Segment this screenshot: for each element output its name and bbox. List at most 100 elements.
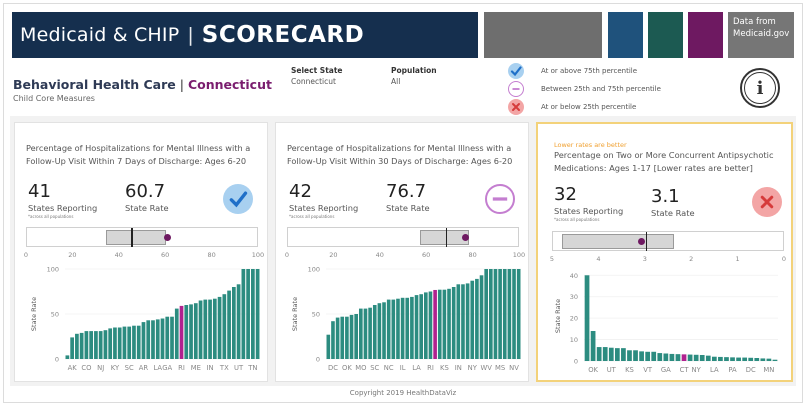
bar[interactable] bbox=[89, 331, 94, 359]
bar[interactable] bbox=[465, 283, 470, 359]
bar[interactable] bbox=[489, 269, 493, 359]
bar[interactable] bbox=[396, 298, 400, 359]
bar[interactable] bbox=[447, 288, 451, 359]
bar[interactable] bbox=[208, 299, 212, 359]
bar[interactable] bbox=[633, 350, 638, 361]
bar[interactable] bbox=[335, 317, 340, 359]
bar[interactable] bbox=[212, 298, 217, 359]
bar[interactable] bbox=[428, 291, 433, 360]
state-rate-marker[interactable] bbox=[164, 234, 172, 241]
bar[interactable] bbox=[669, 353, 675, 361]
bar[interactable] bbox=[621, 348, 626, 361]
bar[interactable] bbox=[236, 284, 241, 359]
bar[interactable] bbox=[663, 353, 669, 362]
bar[interactable] bbox=[184, 305, 189, 359]
data-source-link[interactable]: Data from Medicaid.gov bbox=[728, 12, 794, 58]
bar[interactable] bbox=[498, 269, 502, 359]
bar[interactable] bbox=[193, 303, 198, 359]
bar[interactable] bbox=[151, 320, 155, 359]
bar[interactable] bbox=[363, 308, 368, 359]
bar[interactable] bbox=[136, 325, 141, 359]
population-filter-value[interactable]: All bbox=[391, 77, 401, 86]
bar[interactable] bbox=[590, 331, 596, 361]
bar[interactable] bbox=[340, 316, 345, 359]
bar[interactable] bbox=[724, 357, 729, 361]
bar[interactable] bbox=[198, 300, 203, 360]
state-filter-value[interactable]: Connecticut bbox=[291, 77, 336, 86]
bar[interactable] bbox=[479, 275, 484, 359]
bar[interactable] bbox=[377, 303, 382, 359]
bar[interactable] bbox=[470, 280, 475, 359]
bar[interactable] bbox=[507, 269, 512, 359]
bar[interactable] bbox=[596, 347, 602, 361]
bar[interactable] bbox=[189, 304, 193, 359]
bar[interactable] bbox=[718, 356, 723, 361]
state-filter[interactable]: Select State Connecticut bbox=[291, 66, 343, 86]
bar[interactable] bbox=[251, 269, 255, 359]
bar[interactable] bbox=[117, 327, 122, 360]
bar[interactable] bbox=[437, 289, 442, 359]
bar[interactable] bbox=[754, 358, 760, 361]
bar[interactable] bbox=[772, 359, 778, 361]
bar[interactable] bbox=[711, 356, 717, 361]
bar[interactable] bbox=[502, 269, 507, 359]
bar[interactable] bbox=[730, 357, 735, 361]
bar[interactable] bbox=[113, 327, 117, 360]
population-filter[interactable]: Population All bbox=[391, 66, 437, 86]
bar[interactable] bbox=[79, 332, 84, 359]
bar[interactable] bbox=[602, 347, 608, 361]
bar[interactable] bbox=[391, 299, 396, 359]
bar[interactable] bbox=[146, 320, 151, 359]
bar[interactable] bbox=[382, 302, 386, 359]
bar[interactable] bbox=[98, 331, 103, 359]
info-icon[interactable]: i bbox=[740, 68, 780, 108]
bar[interactable] bbox=[217, 296, 222, 359]
bar[interactable] bbox=[760, 358, 766, 361]
bar[interactable] bbox=[645, 351, 651, 361]
bar[interactable] bbox=[400, 297, 405, 359]
bar[interactable] bbox=[705, 355, 711, 361]
bar[interactable] bbox=[368, 307, 372, 359]
bar[interactable] bbox=[442, 289, 447, 359]
bar[interactable] bbox=[84, 331, 89, 359]
bar[interactable] bbox=[222, 294, 227, 359]
bar[interactable] bbox=[766, 358, 772, 361]
bar[interactable] bbox=[372, 305, 377, 359]
bar[interactable] bbox=[122, 326, 127, 359]
bar[interactable] bbox=[246, 269, 250, 359]
bar[interactable] bbox=[693, 354, 699, 361]
bar[interactable] bbox=[165, 316, 170, 359]
bar[interactable] bbox=[608, 347, 614, 361]
bar[interactable] bbox=[231, 287, 236, 359]
bar[interactable] bbox=[614, 348, 620, 361]
bar[interactable] bbox=[108, 328, 113, 359]
bar[interactable] bbox=[70, 337, 74, 359]
bar[interactable] bbox=[687, 354, 693, 361]
bar[interactable] bbox=[170, 316, 174, 359]
bar[interactable] bbox=[627, 350, 632, 361]
bar[interactable] bbox=[699, 355, 705, 361]
bar[interactable] bbox=[424, 292, 428, 359]
bar[interactable] bbox=[241, 269, 246, 359]
bar[interactable] bbox=[141, 322, 146, 359]
bar[interactable] bbox=[742, 357, 748, 361]
bar[interactable] bbox=[651, 351, 657, 361]
bar[interactable] bbox=[639, 351, 644, 361]
bar[interactable] bbox=[657, 353, 663, 361]
bar[interactable] bbox=[160, 318, 165, 360]
bar-selected-state[interactable] bbox=[681, 354, 687, 361]
state-rate-marker[interactable] bbox=[637, 238, 645, 245]
bar[interactable] bbox=[675, 354, 681, 361]
bar[interactable] bbox=[127, 326, 132, 359]
bar[interactable] bbox=[414, 295, 419, 359]
bar[interactable] bbox=[174, 308, 179, 359]
bar-selected-state[interactable] bbox=[433, 289, 437, 359]
bar-selected-state[interactable] bbox=[179, 305, 184, 359]
bar[interactable] bbox=[512, 269, 516, 359]
bar[interactable] bbox=[584, 275, 590, 361]
bar[interactable] bbox=[748, 357, 754, 361]
bar[interactable] bbox=[354, 314, 358, 359]
bar[interactable] bbox=[331, 321, 335, 359]
bar[interactable] bbox=[94, 331, 98, 359]
bar[interactable] bbox=[516, 269, 521, 359]
